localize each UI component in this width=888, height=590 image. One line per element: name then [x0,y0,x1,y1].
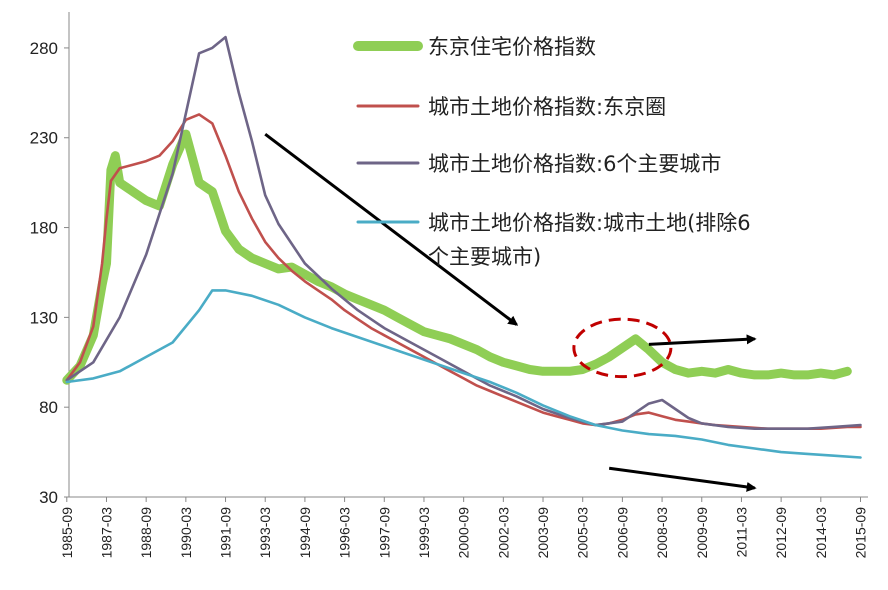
x-tick-label: 1987-03 [98,507,114,559]
y-tick-label: 30 [39,488,58,507]
highlight-ellipse [572,317,673,379]
y-tick-label: 80 [39,398,58,417]
x-tick-label: 1999-03 [416,507,432,559]
y-tick-label: 180 [30,219,58,238]
x-tick-label: 2012-09 [773,507,789,559]
x-tick-label: 2008-03 [654,507,670,559]
y-axis: 30 80 130 180 230 280 [30,12,70,507]
x-tick-label: 2014-03 [813,507,829,559]
legend-label: 东京住宅价格指数 [428,35,596,59]
series-line-2 [65,113,862,430]
series-line-1 [62,129,852,385]
series-line-3 [65,35,862,430]
legend-label: 城市土地价格指数:6个主要城市 [428,152,721,176]
x-tick-label: 2011-03 [733,507,749,558]
x-tick-label: 2005-03 [575,507,591,559]
series-line-4 [65,289,862,459]
legend-label: 个主要城市) [428,245,541,269]
legend: 东京住宅价格指数城市土地价格指数:东京圈城市土地价格指数:6个主要城市城市土地价… [353,35,751,269]
y-tick-label: 130 [30,308,58,327]
series-layer [62,35,862,459]
x-tick-label: 1991-09 [218,507,234,559]
x-tick-label: 2003-09 [535,507,551,559]
legend-label: 城市土地价格指数:城市土地(排除6 [428,211,751,235]
x-tick-label: 2002-03 [495,507,511,559]
legend-label: 城市土地价格指数:东京圈 [428,95,666,119]
x-tick-label: 2000-09 [456,507,472,559]
x-tick-label: 2015-09 [853,507,869,559]
x-tick-label: 1996-03 [337,507,353,559]
x-tick-label: 1988-09 [138,507,154,559]
x-tick-label: 1990-03 [178,507,194,559]
x-tick-label: 1993-03 [257,507,273,559]
x-tick-label: 2006-09 [614,507,630,559]
x-tick-label: 1994-09 [297,507,313,559]
x-tick-label: 1997-09 [376,507,392,559]
annotation-layer [264,132,757,492]
x-tick-label: 1985-09 [59,507,75,559]
trend-arrow [648,334,757,346]
x-axis: 1985-09 1987-03 1988-09 1990-03 1991-09 1993-… [59,496,869,559]
trend-arrow [264,132,519,326]
y-tick-label: 230 [30,129,58,148]
x-tick-label: 2009-09 [694,507,710,559]
y-tick-label: 280 [30,39,58,58]
trend-arrow [608,466,757,492]
